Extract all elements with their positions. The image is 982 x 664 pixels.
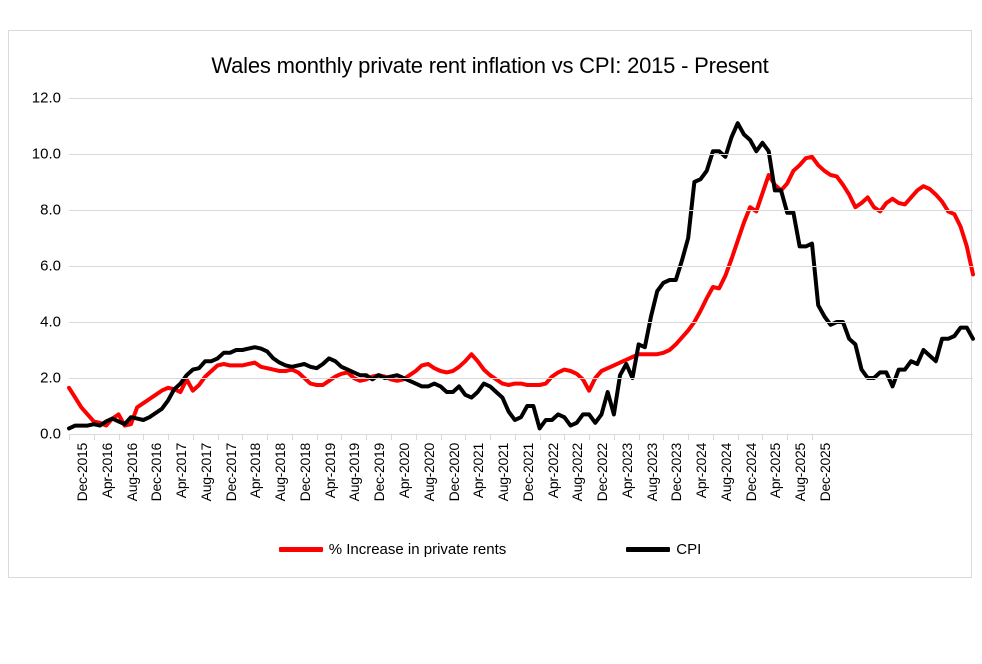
legend-item[interactable]: % Increase in private rents [278, 541, 507, 558]
x-axis-line [69, 434, 973, 435]
x-tick-label: Dec-2015 [74, 443, 90, 502]
series-line [67, 154, 975, 428]
x-tick-label: Aug-2018 [272, 443, 289, 502]
x-tick-label: Aug-2023 [643, 443, 660, 502]
x-tick-label: Dec-2017 [222, 443, 239, 502]
x-tick-label: Apr-2017 [173, 443, 190, 499]
y-tick-label: 2.0 [40, 369, 61, 387]
series-lines [67, 121, 975, 431]
x-tick-label: Dec-2022 [594, 443, 611, 502]
x-tick-mark [366, 434, 368, 440]
x-tick-label: Dec-2016 [148, 443, 165, 502]
x-tick-label: Aug-2024 [717, 443, 734, 502]
x-tick-label: Dec-2024 [742, 443, 759, 502]
x-tick-label: Apr-2019 [321, 443, 338, 499]
x-tick-mark [415, 434, 417, 440]
y-tick-label: 6.0 [40, 257, 61, 275]
legend: % Increase in private rents CPI [9, 541, 971, 558]
x-tick-mark [812, 434, 813, 440]
x-tick-label: Dec-2021 [519, 443, 536, 502]
x-tick-label: Apr-2022 [544, 443, 561, 499]
x-tick-label: Aug-2016 [123, 443, 140, 502]
y-tick-label: 8.0 [40, 201, 61, 219]
x-tick-mark [638, 434, 640, 440]
gridline [69, 378, 973, 379]
x-tick-mark [69, 434, 70, 440]
x-tick-mark [613, 434, 615, 440]
x-tick-label: Dec-2023 [668, 443, 685, 502]
x-tick-mark [341, 434, 343, 440]
x-tick-mark [93, 434, 95, 440]
x-tick-mark [762, 434, 764, 440]
x-tick-mark [712, 434, 714, 440]
x-tick-mark [514, 434, 516, 440]
x-tick-label: Aug-2017 [197, 443, 214, 502]
x-tick-label: Dec-2018 [296, 443, 313, 502]
x-tick-mark [564, 434, 566, 440]
gridline [69, 154, 973, 155]
x-tick-mark [242, 434, 244, 440]
x-tick-mark [440, 434, 442, 440]
x-tick-label: Apr-2024 [693, 443, 710, 499]
gridline [69, 210, 973, 211]
legend-swatch-icon [278, 547, 323, 552]
plot-area [67, 98, 975, 435]
x-tick-label: Dec-2019 [371, 443, 388, 502]
x-tick-label: Aug-2021 [495, 443, 512, 502]
x-tick-label: Dec-2025 [817, 443, 833, 502]
y-tick-label: 12.0 [31, 89, 61, 107]
y-tick-label: 4.0 [40, 313, 61, 331]
x-tick-mark [217, 434, 219, 440]
gridline [69, 322, 973, 323]
x-tick-label: Apr-2021 [470, 443, 487, 499]
y-tick-label: 0.0 [40, 425, 61, 443]
x-tick-label: Dec-2020 [445, 443, 462, 502]
x-tick-mark [589, 434, 591, 440]
legend-label: CPI [676, 541, 702, 558]
y-axis: 0.0 2.0 4.0 6.0 8.0 10.0 12.0 [9, 90, 61, 443]
x-tick-mark [737, 434, 739, 440]
x-tick-label: Apr-2023 [618, 443, 635, 499]
x-tick-mark [291, 434, 293, 440]
x-tick-label: Aug-2020 [420, 443, 437, 502]
x-tick-mark [490, 434, 492, 440]
x-tick-label: Apr-2016 [98, 443, 115, 499]
x-tick-mark [539, 434, 541, 440]
y-tick-label: 10.0 [31, 145, 61, 163]
x-tick-mark [118, 434, 120, 440]
x-tick-label: Aug-2025 [792, 443, 809, 502]
legend-label: % Increase in private rents [328, 541, 507, 558]
series-line [67, 121, 975, 431]
x-tick-label: Apr-2020 [395, 443, 412, 499]
legend-item[interactable]: CPI [626, 541, 701, 558]
x-tick-mark [168, 434, 170, 440]
x-tick-label: Apr-2025 [767, 443, 784, 499]
x-tick-mark [192, 434, 194, 440]
x-tick-mark [663, 434, 665, 440]
x-tick-mark [390, 434, 392, 440]
x-tick-mark [143, 434, 145, 440]
x-tick-label: Aug-2022 [569, 443, 586, 502]
x-tick-label: Aug-2019 [346, 443, 363, 502]
x-tick-label: Apr-2018 [247, 443, 264, 499]
x-tick-mark [465, 434, 467, 440]
chart-title: Wales monthly private rent inflation vs … [211, 53, 769, 78]
x-tick-mark [787, 434, 789, 440]
x-tick-mark [316, 434, 318, 440]
legend-swatch-icon [626, 547, 671, 552]
gridline [69, 98, 973, 99]
gridline [69, 266, 973, 267]
x-tick-mark [267, 434, 269, 440]
x-tick-mark [688, 434, 690, 440]
chart-frame: Wales monthly private rent inflation vs … [8, 30, 975, 578]
